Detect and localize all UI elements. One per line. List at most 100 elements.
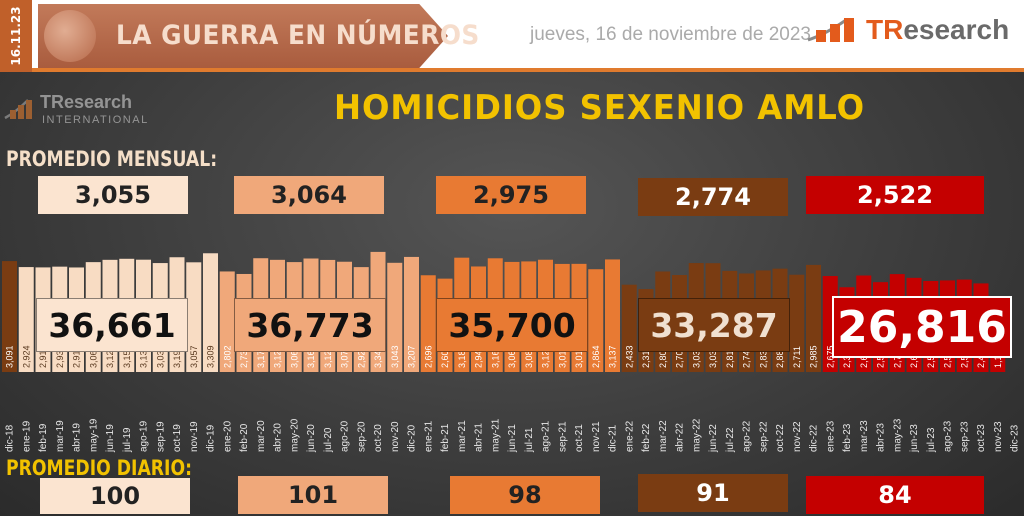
- tick-label-ago-21: ago-21: [541, 420, 552, 452]
- tick-label-sep-22: sep-22: [758, 421, 769, 452]
- tick-label-sep-19: sep-19: [155, 421, 166, 452]
- total-2023: 26,816: [832, 296, 1012, 358]
- page-title: HOMICIDIOS SEXENIO AMLO: [334, 88, 866, 128]
- bar-ene-21: [420, 275, 436, 372]
- daily-avg-2021: 98: [450, 476, 600, 514]
- tick-label-ene-19: ene-19: [21, 420, 32, 452]
- tick-label-nov-20: nov-20: [390, 421, 401, 452]
- tick-label-may-19: may-19: [88, 418, 99, 452]
- tick-label-may-23: may-23: [892, 418, 903, 452]
- value-label-ene-20: 2,802: [222, 345, 232, 368]
- value-label-mar-19: 2,936: [55, 345, 65, 368]
- tick-label-jun-23: jun-23: [909, 424, 920, 453]
- logo2-title: TResearch: [40, 92, 133, 112]
- tick-label-jun-22: jun-22: [708, 424, 719, 453]
- logo-bars-icon: [4, 99, 32, 120]
- tick-label-mar-23: mar-23: [859, 420, 870, 452]
- tick-label-ago-20: ago-20: [340, 420, 351, 452]
- date-tab: 16.11.23: [0, 0, 32, 72]
- tick-label-dic-23: dic-23: [1010, 424, 1021, 452]
- daily-avg-2019: 100: [40, 478, 190, 514]
- value-label-jun-21: 3,068: [507, 345, 517, 368]
- tick-label-feb-22: feb-22: [641, 423, 652, 452]
- tick-label-nov-22: nov-22: [792, 421, 803, 452]
- daily-avg-2020: 101: [238, 476, 388, 514]
- value-label-dic-22: 2,985: [809, 345, 819, 368]
- bar-ene-19: [18, 267, 34, 372]
- value-label-oct-22: 2,880: [775, 345, 785, 368]
- value-label-jul-22: 2,818: [725, 345, 735, 368]
- tick-label-ene-22: ene-22: [624, 420, 635, 452]
- value-label-jun-22: 3,032: [708, 345, 718, 368]
- tick-label-oct-20: oct-20: [373, 424, 384, 452]
- tick-label-jul-22: jul-22: [725, 427, 736, 453]
- value-label-dic-21: 3,137: [608, 345, 618, 368]
- logo2-subtitle: INTERNATIONAL: [42, 114, 149, 126]
- value-label-abr-21: 2,941: [474, 345, 484, 368]
- tick-label-feb-19: feb-19: [38, 423, 49, 452]
- tick-label-dic-21: dic-21: [608, 424, 619, 452]
- value-label-may-19: 3,062: [88, 345, 98, 368]
- total-2020: 36,773: [234, 298, 386, 352]
- header-date: jueves, 16 de noviembre de 2023: [530, 24, 811, 45]
- tick-label-oct-23: oct-23: [976, 424, 987, 452]
- tick-label-may-21: may-21: [490, 418, 501, 452]
- tick-label-dic-18: dic-18: [5, 424, 16, 452]
- tick-label-ago-19: ago-19: [139, 420, 150, 452]
- value-label-dic-20: 3,207: [407, 345, 417, 368]
- header: 16.11.23 LA GUERRA EN NÚMEROS jueves, 16…: [0, 0, 1024, 72]
- bar-nov-22: [789, 274, 805, 372]
- tick-label-jul-21: jul-21: [524, 427, 535, 453]
- tick-label-dic-20: dic-20: [407, 424, 418, 452]
- value-label-mar-20: 3,171: [256, 345, 266, 368]
- tick-label-sep-21: sep-21: [557, 421, 568, 452]
- value-label-jul-19: 3,155: [122, 345, 132, 368]
- value-label-ene-22: 2,433: [624, 345, 634, 368]
- value-label-ago-20: 3,073: [340, 345, 350, 368]
- tick-label-feb-23: feb-23: [842, 423, 853, 452]
- value-label-abr-20: 3,126: [273, 345, 283, 368]
- tick-label-jul-23: jul-23: [926, 427, 937, 453]
- tick-label-nov-23: nov-23: [993, 421, 1004, 452]
- value-label-feb-20: 2,732: [239, 345, 249, 368]
- tick-label-jul-19: jul-19: [122, 427, 133, 453]
- bar-dic-20: [404, 256, 419, 372]
- value-label-may-20: 3,063: [289, 345, 299, 368]
- tick-label-abr-19: abr-19: [72, 423, 83, 452]
- value-label-sep-20: 2,923: [356, 345, 366, 368]
- tick-label-oct-22: oct-22: [775, 424, 786, 452]
- tick-label-may-20: may-20: [289, 418, 300, 452]
- total-2022: 33,287: [638, 298, 790, 352]
- monthly-avg-2022: 2,774: [638, 178, 788, 216]
- value-label-nov-19: 3,057: [189, 345, 199, 368]
- tick-label-dic-19: dic-19: [206, 424, 217, 452]
- value-label-jun-20: 3,163: [306, 345, 316, 368]
- bar-nov-19: [186, 262, 202, 372]
- tick-label-mar-19: mar-19: [55, 420, 66, 452]
- banner-title: LA GUERRA EN NÚMEROS: [116, 20, 480, 51]
- value-label-ago-22: 2,746: [742, 345, 752, 368]
- monthly-avg-2020: 3,064: [234, 176, 384, 214]
- value-label-mar-22: 2,801: [658, 345, 668, 368]
- value-label-oct-19: 3,198: [172, 345, 182, 368]
- value-label-jul-21: 3,082: [524, 345, 534, 368]
- tick-label-mar-22: mar-22: [658, 420, 669, 452]
- mexico-map-icon: [44, 10, 96, 62]
- value-label-may-21: 3,169: [490, 345, 500, 368]
- tick-label-nov-19: nov-19: [189, 421, 200, 452]
- value-label-may-22: 3,036: [691, 345, 701, 368]
- value-label-ago-19: 3,130: [139, 345, 149, 368]
- tick-label-oct-19: oct-19: [172, 424, 183, 452]
- value-label-mar-21: 3,186: [457, 345, 467, 368]
- bar-nov-20: [387, 262, 403, 372]
- daily-avg-2023: 84: [806, 476, 984, 514]
- value-label-dic-18: 3,091: [5, 345, 15, 368]
- monthly-average-label: PROMEDIO MENSUAL:: [6, 147, 218, 171]
- value-label-abr-19: 2,913: [72, 345, 82, 368]
- bar-dic-21: [605, 259, 620, 372]
- value-label-jun-19: 3,126: [105, 345, 115, 368]
- value-label-feb-22: 2,311: [641, 346, 651, 368]
- logo-bars-icon: [807, 18, 854, 42]
- tick-label-jun-20: jun-20: [306, 424, 317, 453]
